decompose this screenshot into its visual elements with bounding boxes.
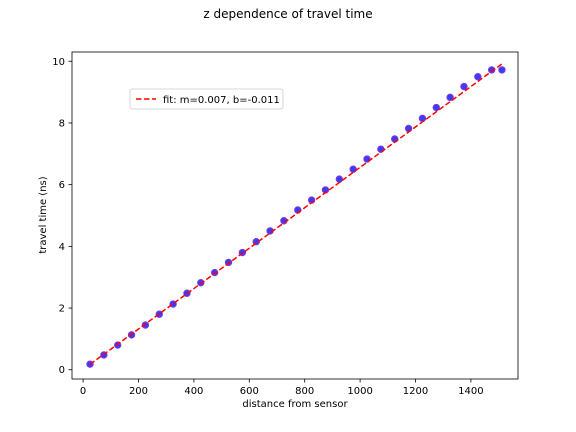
y-tick-label: 10	[52, 57, 65, 68]
data-point	[335, 175, 344, 183]
data-point	[474, 72, 482, 81]
y-tick-label: 6	[59, 180, 65, 191]
y-axis-ticks: 0 2 4 6 8 10	[52, 57, 72, 376]
data-point	[252, 238, 260, 246]
x-tick-label: 1000	[347, 386, 372, 397]
y-tick-label: 8	[59, 118, 65, 129]
data-point	[446, 93, 454, 102]
legend-label: fit: m=0.007, b=-0.011	[163, 95, 280, 106]
data-point	[460, 82, 468, 91]
y-tick-label: 2	[59, 304, 65, 315]
x-tick-label: 800	[295, 386, 314, 397]
data-point	[418, 114, 427, 123]
y-tick-label: 0	[59, 365, 65, 376]
legend: fit: m=0.007, b=-0.011	[129, 88, 284, 110]
x-tick-label: 400	[184, 386, 203, 397]
x-axis-label: distance from sensor	[242, 399, 348, 410]
data-point	[141, 321, 150, 329]
chart-title: z dependence of travel time	[203, 7, 372, 21]
x-tick-label: 200	[129, 386, 148, 397]
x-axis-ticks: 0 200 400 600 800 1000 1200 1400	[80, 379, 484, 397]
y-axis-label: travel time (ns)	[38, 176, 49, 253]
plot-content	[86, 63, 506, 368]
data-point	[498, 66, 506, 74]
axes-frame	[71, 51, 519, 380]
fit-line	[89, 63, 503, 365]
y-tick-label: 4	[59, 242, 65, 253]
x-tick-label: 0	[80, 386, 86, 397]
x-tick-label: 1200	[403, 386, 428, 397]
legend-box	[129, 88, 284, 110]
data-point	[432, 103, 440, 112]
x-tick-label: 600	[240, 386, 259, 397]
x-tick-label: 1400	[458, 386, 483, 397]
